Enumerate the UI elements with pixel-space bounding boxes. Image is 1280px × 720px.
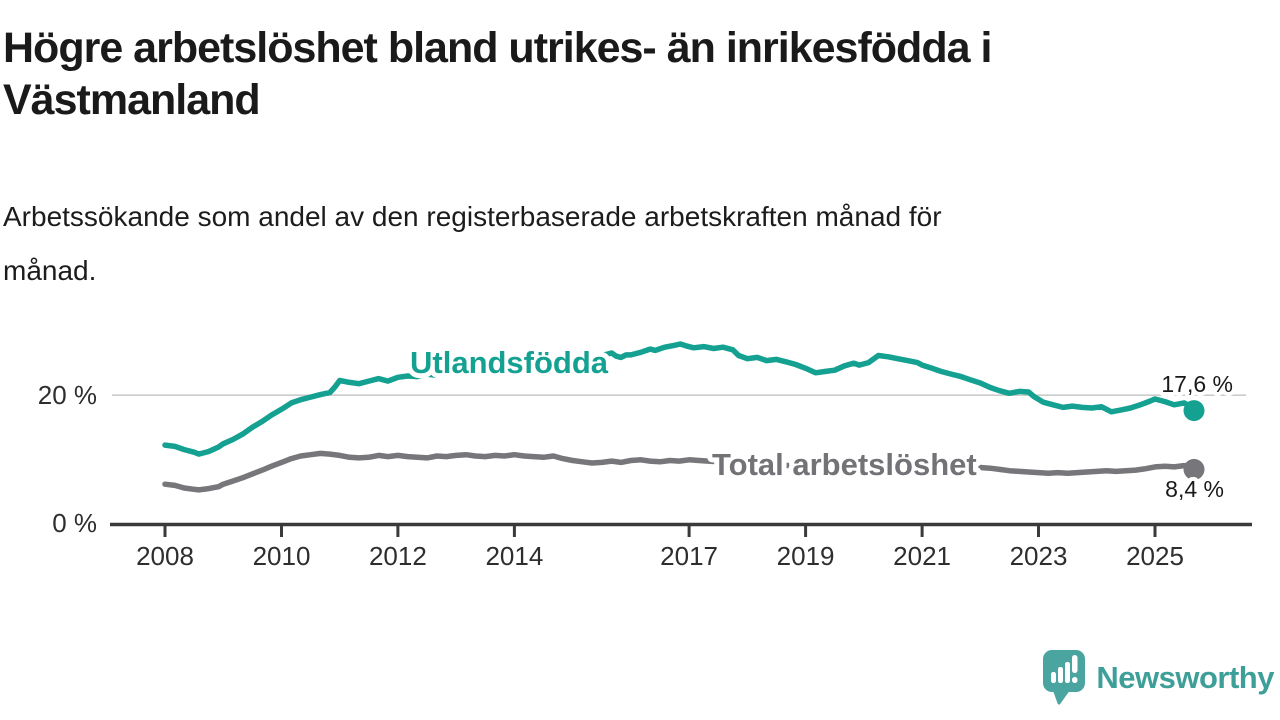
end-value-label-1: 8,4 % [1165,476,1224,502]
x-tick-label-2021: 2021 [893,541,951,571]
y-tick-label-20: 20 % [38,380,97,410]
page-title: Högre arbetslöshet bland utrikes- än inr… [3,22,1243,126]
series-line-1 [162,450,1197,493]
end-value-label-0: 17,6 % [1161,371,1233,397]
series-label-1: Total arbetslöshet [712,447,977,482]
newsworthy-icon [1043,650,1086,705]
series-end-dot-1 [1183,458,1205,480]
page-subtitle-line-2: månad. [3,255,97,286]
page-title-line-1: Högre arbetslöshet bland utrikes- än inr… [3,24,992,72]
page-subtitle-line-1: Arbetssökande som andel av den registerb… [3,201,942,232]
x-tick-label-2023: 2023 [1010,541,1068,571]
x-tick-label-2010: 2010 [253,541,311,571]
x-tick-label-2017: 2017 [660,541,718,571]
newsworthy-logo: Newsworthy [1041,649,1274,707]
brand-name: Newsworthy [1096,660,1274,695]
x-tick-label-2012: 2012 [369,541,427,571]
y-tick-label-0: 0 % [52,508,97,538]
x-tick-label-2008: 2008 [136,541,194,571]
series-line-0 [162,341,1197,457]
x-tick-label-2025: 2025 [1126,541,1184,571]
x-tick-label-2014: 2014 [485,541,543,571]
x-tick-label-2019: 2019 [777,541,835,571]
page-title-line-2: Västmanland [3,76,261,124]
series-end-dot-0 [1183,400,1205,422]
series-label-0: Utlandsfödda [410,345,609,380]
page-subtitle: Arbetssökande som andel av den registerb… [3,190,1243,298]
